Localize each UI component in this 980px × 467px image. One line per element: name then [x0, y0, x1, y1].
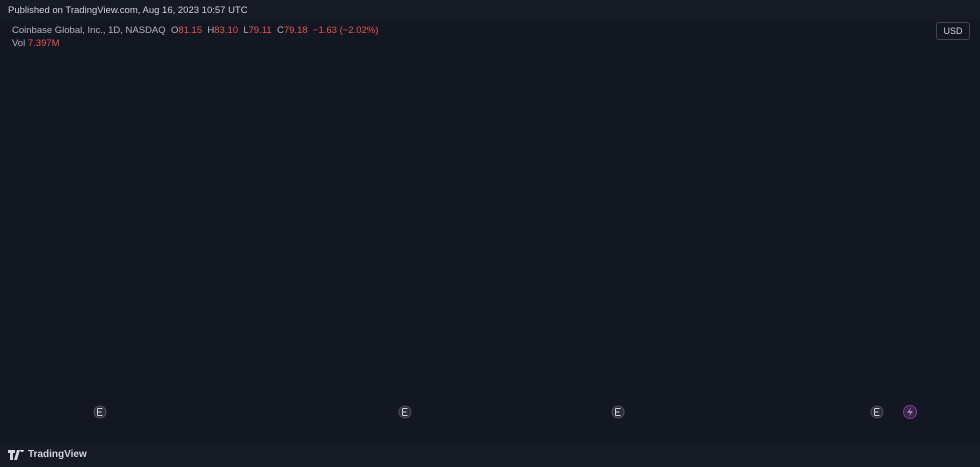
l: L — [243, 25, 249, 36]
c-val: 79.18 — [283, 25, 308, 36]
currency-button[interactable]: USD — [936, 22, 970, 40]
logo — [8, 449, 24, 460]
o: O — [170, 25, 179, 36]
vol-name: Vol — [12, 38, 26, 49]
h: H — [207, 25, 215, 36]
lightning — [907, 407, 913, 417]
c: C — [276, 25, 284, 36]
l-val: 79.11 — [248, 25, 272, 36]
brand: TradingView — [28, 449, 87, 460]
vol-val: 7.397M — [27, 38, 60, 49]
h-val: 83.10 — [214, 25, 239, 36]
published: Published on TradingView.com, Aug 16, 20… — [8, 5, 248, 16]
o-val: 81.15 — [178, 25, 203, 36]
published-bar: Published on TradingView.com, Aug 16, 20… — [0, 0, 980, 20]
symbol: Coinbase Global, Inc., 1D, NASDAQ — [12, 25, 166, 36]
change: −1.63 (−2.02%) — [312, 25, 379, 36]
legend: Coinbase Global, Inc., 1D, NASDAQ O81.15… — [12, 24, 378, 50]
plot-bg — [0, 20, 980, 445]
earnings-letters — [97, 408, 880, 416]
footer: TradingView — [8, 449, 87, 460]
